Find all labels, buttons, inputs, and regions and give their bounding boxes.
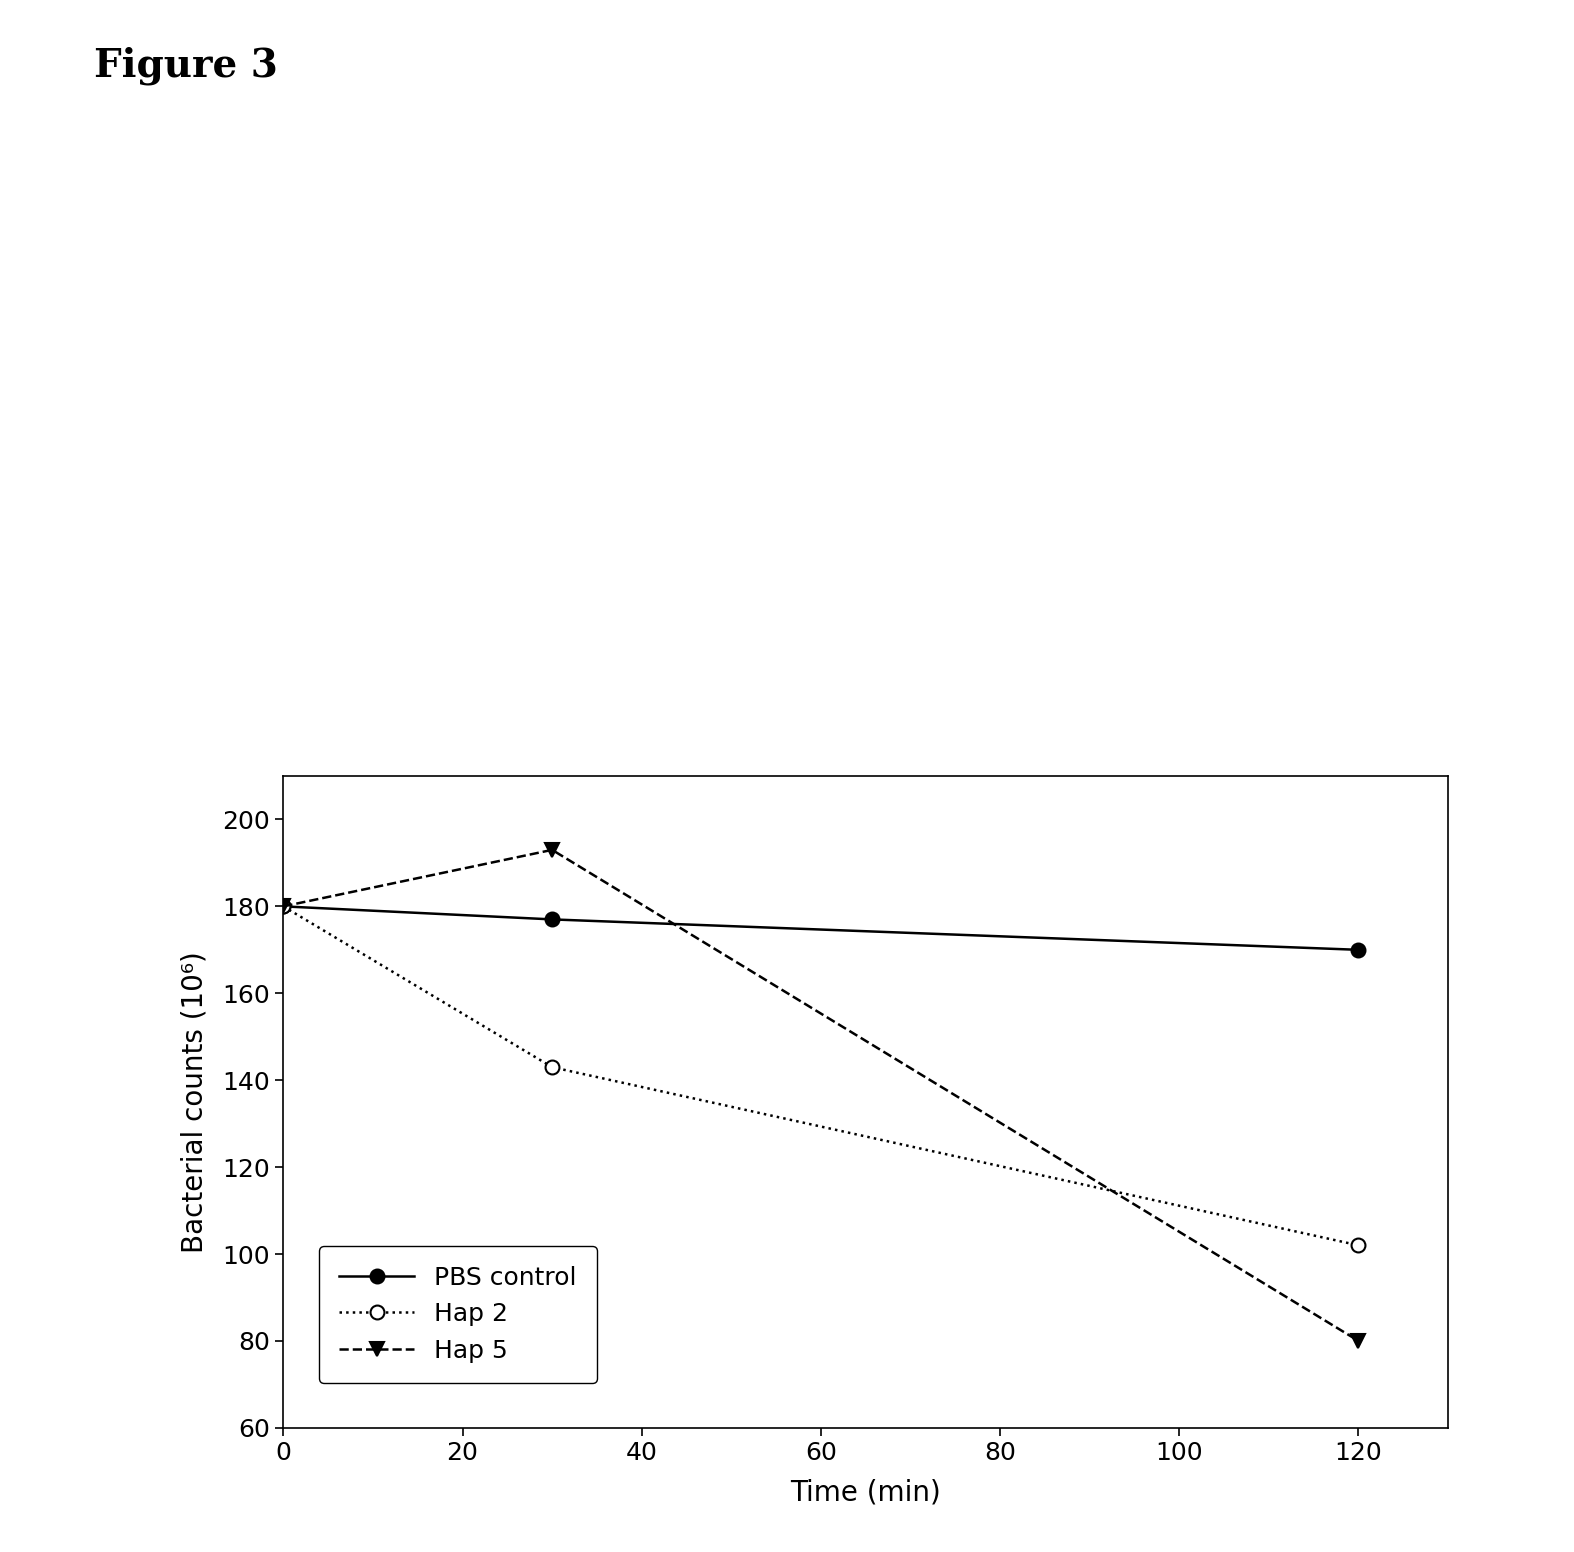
Line: Hap 5: Hap 5 [277,843,1365,1347]
Hap 5 [1349,1332,1368,1350]
Line: Hap 2: Hap 2 [277,900,1365,1252]
PBS control [1349,941,1368,959]
Hap 5 [274,897,293,916]
Hap 2 [1349,1235,1368,1254]
X-axis label: Time (min): Time (min) [790,1479,941,1507]
Text: Figure 3: Figure 3 [94,47,279,85]
PBS control [543,909,562,928]
Hap 2 [274,897,293,916]
Hap 2 [543,1058,562,1077]
Hap 5 [543,841,562,860]
Legend: PBS control, Hap 2, Hap 5: PBS control, Hap 2, Hap 5 [320,1246,597,1383]
PBS control [274,897,293,916]
Y-axis label: Bacterial counts (10⁶): Bacterial counts (10⁶) [181,951,208,1252]
Line: PBS control: PBS control [277,900,1365,956]
